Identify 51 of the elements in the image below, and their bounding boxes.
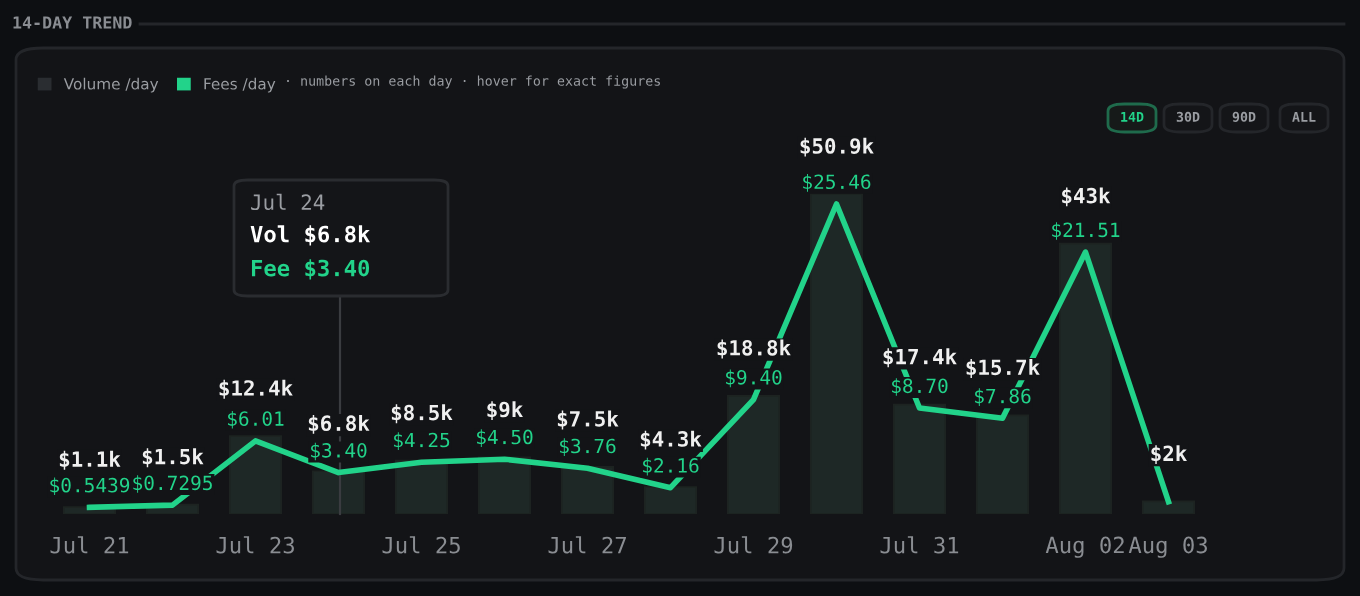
annotation: Jul 24 — [251, 193, 325, 211]
bar — [228, 435, 283, 514]
data-label: $7.86 — [975, 388, 1031, 406]
data-label: $1.5k — [142, 448, 204, 468]
bar — [1058, 242, 1113, 514]
data-label: $12.4k — [219, 379, 293, 399]
x-tick-label: Jul 23 — [216, 536, 294, 554]
data-label: $2.16 — [643, 457, 699, 476]
data-label: $3.76 — [560, 438, 616, 456]
bar — [560, 466, 615, 514]
bar — [1141, 500, 1196, 514]
data-label: $1.1k — [59, 450, 121, 470]
bar — [726, 394, 781, 514]
data-label: $9k — [487, 401, 523, 421]
chart-title: 14-DAY TREND — [13, 16, 132, 29]
data-label: $4.50 — [477, 429, 533, 447]
data-label: $4.25 — [394, 432, 450, 450]
bar — [477, 456, 532, 514]
data-label: $3.40 — [311, 442, 367, 461]
data-label: $8.70 — [892, 378, 948, 396]
bar — [643, 486, 698, 514]
data-label: $0.7295 — [133, 475, 212, 493]
x-tick-label: Jul 25 — [382, 536, 460, 554]
bar — [892, 403, 947, 514]
bar — [394, 459, 449, 514]
data-label: $6.8k — [308, 414, 370, 434]
x-tick-label: Jul 31 — [880, 536, 959, 554]
data-label: $4.3k — [640, 430, 702, 450]
data-label: $21.51 — [1052, 222, 1120, 240]
data-label: $0.5439 — [50, 477, 130, 496]
data-label: $17.4k — [883, 348, 957, 368]
bar — [311, 470, 366, 514]
annotation: Fee $3.40 — [251, 259, 370, 280]
data-label: $7.5k — [557, 410, 619, 430]
data-label: $8.5k — [391, 404, 453, 424]
x-tick-label: Jul 27 — [548, 536, 626, 554]
data-label: $2k — [1151, 445, 1187, 465]
data-label: $50.9k — [800, 137, 874, 157]
bar — [975, 414, 1030, 514]
x-tick-label: Jul 29 — [714, 536, 793, 554]
data-label: $9.40 — [726, 369, 782, 388]
data-label: $15.7k — [966, 359, 1040, 378]
x-tick-label: Aug 03 — [1128, 536, 1207, 558]
data-label: $25.46 — [803, 174, 871, 192]
annotation: Vol $6.8k — [250, 225, 371, 246]
data-label: $18.8k — [717, 339, 791, 359]
x-tick-label: Aug 02 — [1045, 536, 1124, 558]
data-label: $6.01 — [228, 410, 284, 429]
data-label: $43k — [1062, 187, 1111, 207]
bar — [809, 193, 864, 514]
x-tick-label: Jul 21 — [50, 536, 129, 554]
